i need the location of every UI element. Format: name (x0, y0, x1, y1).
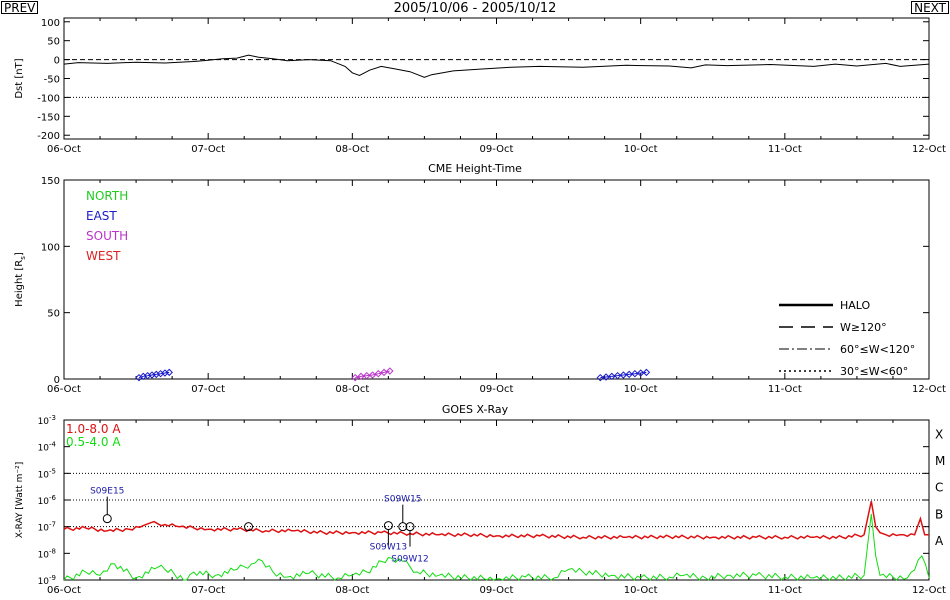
dst-xtick-label: 08-Oct (335, 144, 369, 155)
xray-ytick-label: 10-8 (38, 547, 56, 560)
cme-point-east (596, 373, 605, 382)
cme-point-south (386, 367, 394, 375)
cme-xtick-label: 10-Oct (624, 384, 658, 395)
xray-legend-1: 0.5-4.0 A (66, 435, 121, 449)
cme-legend-label-3: 30°≤W<60° (840, 365, 908, 378)
xray-ytick-label: 10-6 (38, 494, 57, 507)
dst-ytick-label: 50 (47, 37, 60, 48)
dst-xtick-label: 06-Oct (47, 144, 81, 155)
dst-y-axis-label: Dst [nT] (14, 58, 25, 98)
xray-flare-marker (383, 521, 393, 531)
cme-xtick-label: 11-Oct (768, 384, 802, 395)
cme-point-south (363, 371, 371, 380)
xray-series-short (63, 513, 930, 581)
cme-xtick-label: 12-Oct (912, 384, 946, 395)
xray-class-label-c: C (935, 481, 943, 495)
dst-ytick-label: 0 (54, 56, 60, 67)
xray-class-label-b: B (935, 507, 943, 521)
cme-xtick-label: 07-Oct (191, 384, 225, 395)
dst-xtick-label: 07-Oct (191, 144, 225, 155)
cme-y-axis-label-subscript: s (19, 256, 27, 260)
dst-ytick-label: -150 (37, 112, 60, 123)
dst-series-line (63, 54, 930, 78)
xray-ytick-label: 10-3 (38, 414, 56, 427)
cme-point-east (608, 372, 616, 381)
cme-point-south (357, 372, 365, 381)
xray-flare-marker (102, 514, 112, 524)
xray-ytick-exponent: -6 (49, 494, 57, 502)
cme-point-south (368, 371, 377, 379)
dst-xtick-label: 09-Oct (480, 144, 514, 155)
dst-ytick-label: -200 (37, 131, 60, 142)
xray-flare-label: S09W13 (370, 543, 408, 553)
xray-series-long (63, 501, 929, 540)
cme-point-east (619, 371, 628, 379)
cme-legend-west: WEST (86, 249, 121, 263)
next-button[interactable]: NEXT (911, 1, 949, 15)
xray-ytick-label: 10-5 (38, 467, 56, 480)
cme-legend-label-1: W≥120° (840, 321, 887, 334)
cme-xtick-label: 08-Oct (335, 384, 369, 395)
cme-point-south (351, 373, 359, 382)
xray-xtick-label: 09-Oct (480, 585, 514, 596)
cme-ytick-label: 100 (41, 242, 60, 253)
dst-ytick-label: -50 (44, 75, 60, 86)
xray-xtick-label: 10-Oct (624, 585, 658, 596)
xray-xtick-label: 11-Oct (768, 585, 802, 596)
xray-ytick-exponent: -4 (49, 441, 57, 449)
cme-point-east (602, 373, 610, 381)
xray-ytick-exponent: -7 (49, 521, 56, 529)
xray-xtick-label: 08-Oct (335, 585, 369, 596)
cme-xtick-label: 09-Oct (480, 384, 514, 395)
cme-legend-north: NORTH (86, 189, 128, 203)
dst-xtick-label: 10-Oct (624, 144, 658, 155)
xray-ytick-label: 10-4 (38, 441, 57, 454)
cme-legend-label-2: 60°≤W<120° (840, 343, 915, 356)
cme-ytick-label: 0 (54, 375, 60, 386)
cme-xtick-label: 06-Oct (47, 384, 81, 395)
xray-ytick-label: 10-7 (38, 521, 56, 534)
xray-xtick-label: 06-Oct (47, 585, 81, 596)
cme-legend-label-0: HALO (840, 299, 871, 312)
xray-class-label-a: A (935, 534, 944, 548)
xray-y-axis-label: X-RAY [Watt m⁻²] (15, 462, 25, 539)
page-title: 2005/10/06 - 2005/10/12 (393, 1, 557, 16)
cme-point-east (613, 371, 622, 380)
xray-flare-label: S09E15 (90, 487, 124, 497)
xray-title: GOES X-Ray (442, 403, 509, 416)
cme-point-east (625, 370, 633, 379)
dst-xtick-label: 12-Oct (912, 144, 946, 155)
xray-ytick-exponent: -9 (49, 574, 56, 582)
cme-ytick-label: 150 (41, 176, 60, 187)
xray-flare-label: S09W15 (384, 495, 422, 505)
cme-point-east (165, 368, 173, 377)
cme-y-axis-label-end: ] (14, 252, 25, 256)
xray-xtick-label: 12-Oct (912, 585, 946, 596)
xray-flare-marker (244, 522, 254, 532)
dst-ytick-label: -100 (37, 93, 60, 104)
xray-ytick-exponent: -8 (49, 547, 56, 555)
xray-xtick-label: 07-Oct (191, 585, 225, 596)
xray-ytick-exponent: -5 (49, 467, 56, 475)
cme-point-south (380, 368, 388, 377)
cme-y-axis-label: Height [Rs] (14, 252, 27, 307)
cme-title: CME Height-Time (428, 162, 522, 175)
cme-point-east (642, 368, 651, 377)
cme-point-east (636, 369, 645, 377)
xray-flare-label: S09W12 (391, 555, 429, 565)
dst-xtick-label: 11-Oct (768, 144, 802, 155)
xray-ytick-exponent: -3 (49, 414, 56, 422)
cme-point-east (631, 369, 639, 378)
xray-legend-0: 1.0-8.0 A (66, 422, 121, 436)
prev-button[interactable]: PREV (1, 1, 39, 15)
cme-point-south (374, 369, 382, 378)
dst-plot-frame (63, 17, 930, 140)
xray-class-label-x: X (935, 427, 943, 441)
dst-ytick-label: 100 (41, 18, 60, 29)
xray-class-label-m: M (935, 454, 945, 468)
cme-ytick-label: 50 (47, 309, 60, 320)
cme-legend-east: EAST (86, 209, 117, 223)
cme-legend-south: SOUTH (86, 229, 128, 243)
